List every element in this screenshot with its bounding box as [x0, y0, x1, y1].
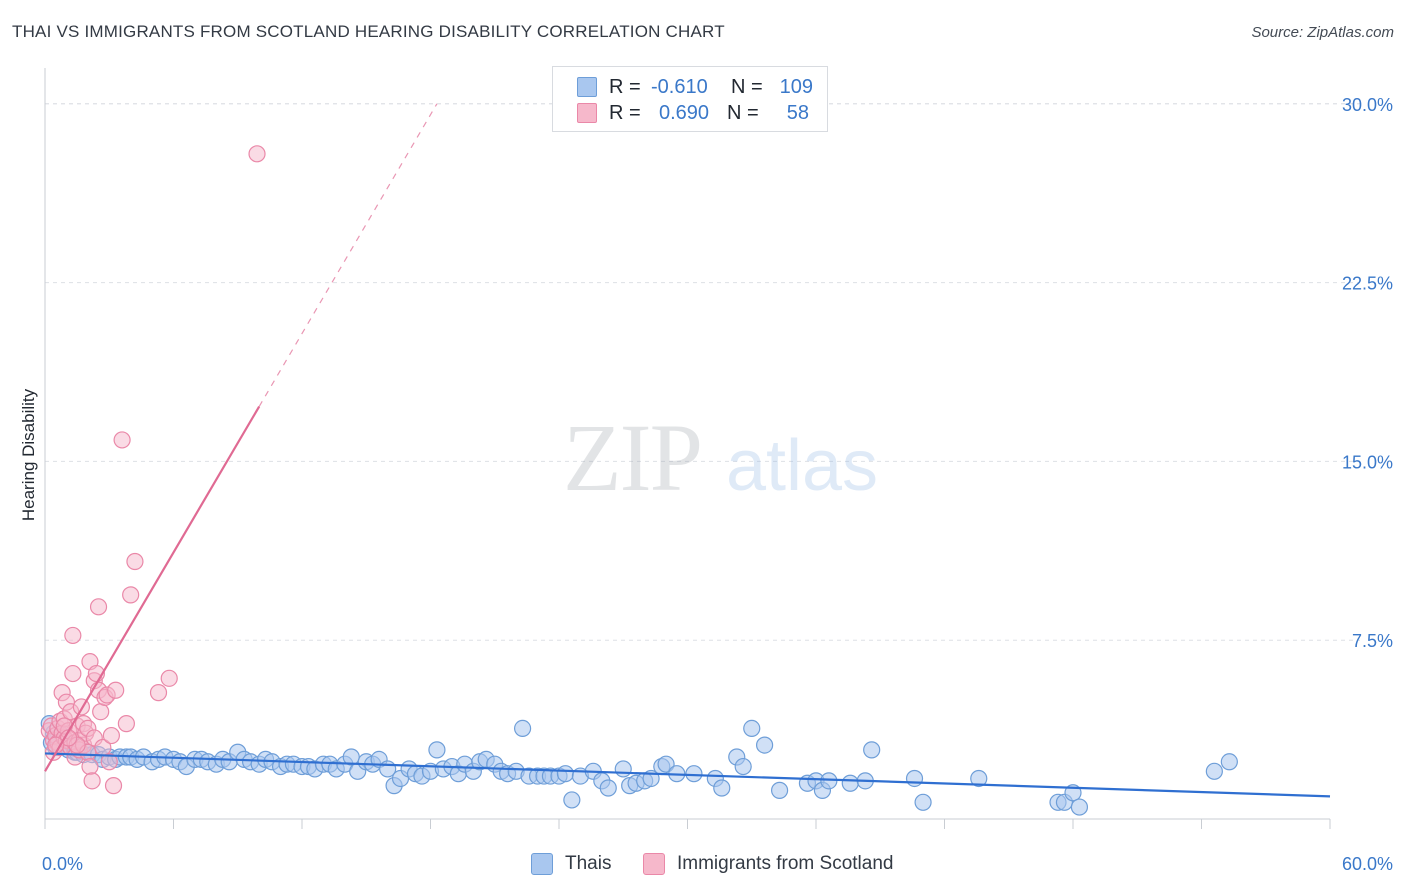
- series-thais-points: [40, 715, 1238, 816]
- bottom-legend-swatch-scotland: [643, 853, 665, 875]
- tick-labels: 7.5% 15.0% 22.5% 30.0% 0.0% 60.0%: [42, 95, 1393, 874]
- x-tick-label: 60.0%: [1342, 854, 1393, 874]
- scotland-trend-extension: [258, 103, 438, 407]
- scotland-point: [104, 777, 123, 795]
- scotland-point: [113, 431, 131, 449]
- series-scotland-points: [40, 145, 266, 795]
- thais-point: [1070, 798, 1089, 816]
- bottom-legend-label-scotland: Immigrants from Scotland: [677, 853, 894, 874]
- bottom-legend-swatch-thais: [531, 853, 553, 875]
- thais-point: [841, 774, 859, 792]
- y-tick-label: 22.5%: [1342, 274, 1393, 294]
- thais-point: [563, 791, 581, 809]
- thais-point: [914, 793, 932, 811]
- thais-point: [770, 781, 789, 799]
- thais-point: [614, 760, 632, 778]
- legend-row-thais: R = -0.610 N = 109: [577, 74, 813, 100]
- thais-point: [743, 719, 761, 738]
- y-tick-label: 7.5%: [1352, 631, 1393, 651]
- grid-layer: [45, 103, 1360, 641]
- thais-point: [755, 736, 774, 754]
- bottom-legend-thais: Thais: [531, 851, 611, 877]
- scotland-point: [107, 681, 125, 699]
- thais-trend-line: [44, 752, 1331, 798]
- thais-point: [905, 769, 924, 788]
- legend-n-value: 58: [786, 101, 809, 124]
- thais-point: [734, 757, 752, 776]
- scotland-point: [102, 726, 120, 745]
- thais-point: [428, 741, 446, 759]
- scotland-point: [149, 684, 168, 702]
- thais-point: [863, 741, 881, 759]
- bottom-legend-label-thais: Thais: [565, 853, 612, 874]
- scotland-point: [83, 772, 101, 790]
- axis-layer: [44, 68, 1331, 829]
- legend-r-label: R =: [609, 75, 641, 98]
- scotland-point: [92, 703, 110, 721]
- scotland-point: [64, 664, 82, 683]
- scotland-point: [117, 715, 135, 733]
- scotland-point: [122, 586, 140, 604]
- legend-row-scotland: R = 0.690 N = 58: [577, 100, 809, 126]
- thais-point: [970, 769, 988, 788]
- y-tick-label: 15.0%: [1342, 452, 1393, 472]
- y-tick-label: 30.0%: [1342, 95, 1393, 115]
- legend-swatch-thais: [577, 77, 597, 97]
- watermark-zip: ZIP: [563, 404, 701, 511]
- x-tick-label: 0.0%: [42, 854, 83, 874]
- scotland-point: [81, 757, 99, 776]
- scotland-trend-line: [44, 405, 261, 772]
- scotland-point: [126, 552, 144, 571]
- legend-n-label: N =: [727, 101, 759, 124]
- legend-n-label: N =: [731, 75, 763, 98]
- thais-point: [1220, 753, 1238, 771]
- source-credit: Source: ZipAtlas.com: [1251, 24, 1394, 41]
- thais-point: [513, 719, 532, 738]
- scotland-point: [100, 753, 118, 771]
- thais-point: [685, 765, 703, 783]
- legend-swatch-scotland: [577, 103, 597, 123]
- watermark: ZIP atlas: [563, 404, 878, 511]
- legend-r-label: R =: [609, 101, 641, 124]
- thais-point: [1205, 762, 1223, 780]
- watermark-atlas: atlas: [726, 426, 878, 506]
- scotland-point: [89, 598, 108, 616]
- legend-r-value: 0.690: [659, 101, 710, 124]
- chart-title: THAI VS IMMIGRANTS FROM SCOTLAND HEARING…: [12, 22, 725, 41]
- scotland-point: [64, 626, 82, 645]
- correlation-legend: R = -0.610 N = 109 R = 0.690 N = 58: [552, 66, 828, 132]
- bottom-legend-scotland: Immigrants from Scotland: [643, 851, 893, 877]
- trend-lines: [44, 103, 1331, 798]
- scotland-point: [248, 145, 266, 163]
- scotland-point: [160, 669, 178, 687]
- thais-point: [556, 765, 575, 783]
- thais-point: [657, 755, 675, 773]
- legend-n-value: 109: [779, 75, 813, 98]
- legend-r-value: -0.610: [651, 75, 708, 98]
- thais-point: [599, 779, 617, 797]
- thais-point: [713, 779, 731, 797]
- y-axis-label: Hearing Disability: [19, 388, 38, 521]
